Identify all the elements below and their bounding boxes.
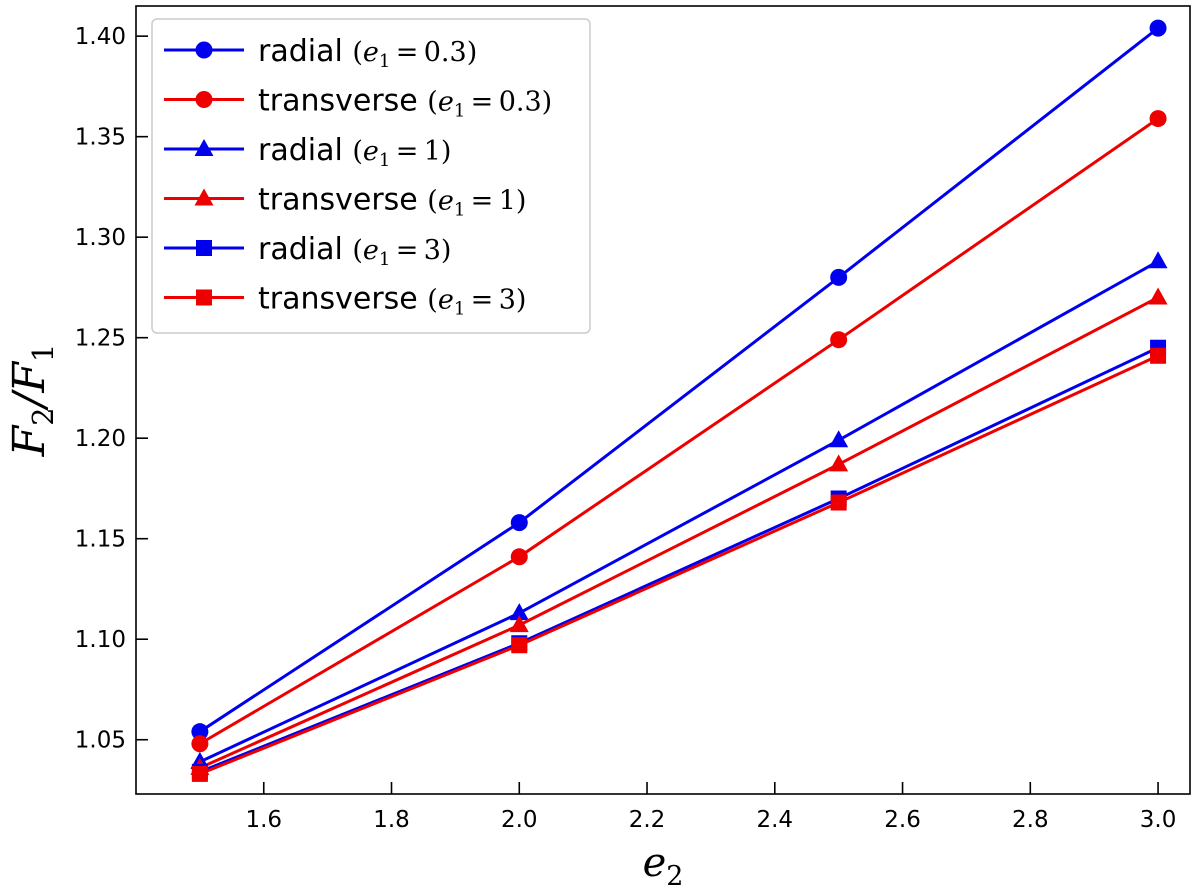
legend-series-name-0: radial — [258, 34, 352, 69]
legend-label-4: radial (e1 = 3) — [258, 232, 451, 270]
legend-marker-4 — [196, 240, 212, 256]
legend-label-5: transverse (e1 = 3) — [258, 282, 526, 320]
x-tick-label-7: 3.0 — [1140, 807, 1177, 833]
legend-marker-3 — [194, 188, 214, 206]
x-axis-label-subscript: 2 — [666, 861, 683, 888]
data-point-3-1 — [509, 615, 529, 633]
x-tick-label-3: 2.2 — [629, 807, 666, 833]
x-tick-label-5: 2.6 — [884, 807, 921, 833]
data-point-0-2 — [830, 268, 848, 286]
y-tick-label-2: 1.15 — [75, 527, 126, 553]
y-tick-label-5: 1.30 — [75, 225, 126, 251]
data-point-5-2 — [830, 494, 847, 511]
series-0 — [191, 19, 1167, 741]
data-point-1-0 — [191, 735, 209, 753]
data-point-3-3 — [1148, 287, 1168, 305]
data-point-2-1 — [509, 603, 529, 621]
legend-label-0: radial (e1 = 0.3) — [258, 34, 477, 72]
legend-entry-3: transverse (e1 = 1) — [164, 183, 526, 221]
legend-marker-1 — [195, 91, 213, 108]
data-point-5-1 — [511, 637, 528, 654]
data-point-1-1 — [510, 548, 528, 566]
data-point-1-2 — [830, 331, 848, 349]
legend-series-name-5: transverse — [258, 282, 427, 317]
series-5 — [191, 347, 1167, 782]
series-line-4 — [199, 346, 1159, 774]
x-tick-label-2: 2.0 — [501, 807, 538, 833]
y-tick-label-0: 1.05 — [75, 728, 126, 754]
x-tick-label-1: 1.8 — [373, 807, 410, 833]
data-point-0-0 — [191, 723, 209, 741]
svg-text:F2/F1: F2/F1 — [4, 344, 60, 458]
series-layer — [190, 19, 1168, 782]
y-tick-label-7: 1.40 — [75, 24, 126, 50]
legend-marker-5 — [196, 289, 212, 306]
axis-ticks: 1.6 1.8 2.0 2.2 2.4 2.6 2.8 3.0 1.05 1.10 1.15 1.20… — [75, 24, 1177, 833]
x-tick-label-4: 2.4 — [756, 807, 793, 833]
series-1 — [191, 110, 1167, 753]
legend-entry-0: radial (e1 = 0.3) — [164, 34, 477, 72]
legend-marker-2 — [194, 139, 214, 156]
legend-label-1: transverse (e1 = 0.3) — [258, 84, 552, 122]
series-line-1 — [199, 117, 1159, 746]
series-line-3 — [199, 296, 1159, 770]
legend-series-name-3: transverse — [258, 183, 427, 218]
legend-condition-4: (e1 = 3) — [352, 235, 451, 270]
legend-label-3: transverse (e1 = 1) — [258, 183, 526, 221]
legend-condition-2: (e1 = 1) — [352, 136, 451, 171]
data-point-2-2 — [829, 430, 849, 448]
legend-marker-0 — [195, 41, 213, 59]
x-axis-label: e2 — [643, 840, 684, 888]
data-point-0-1 — [510, 514, 528, 532]
y-axis-label: F2/F1 — [4, 344, 60, 458]
y-tick-label-1: 1.10 — [75, 627, 126, 653]
y-tick-label-4: 1.25 — [75, 326, 126, 352]
legend-condition-3: (e1 = 1) — [427, 186, 526, 221]
data-point-0-3 — [1149, 19, 1167, 37]
data-point-2-3 — [1148, 251, 1168, 269]
legend-series-name-2: radial — [258, 133, 352, 168]
y-tick-label-6: 1.35 — [75, 125, 126, 151]
legend-entry-4: radial (e1 = 3) — [164, 232, 451, 270]
legend-frame — [151, 18, 591, 334]
legend-condition-5: (e1 = 3) — [427, 285, 526, 320]
legend-label-2: radial (e1 = 1) — [258, 133, 451, 171]
legend-entry-2: radial (e1 = 1) — [164, 133, 451, 171]
legend-series-name-1: transverse — [258, 84, 427, 119]
legend-entry-1: transverse (e1 = 0.3) — [164, 84, 552, 122]
series-line-2 — [199, 259, 1159, 764]
series-line-5 — [199, 354, 1159, 776]
legend-series-name-4: radial — [258, 232, 352, 267]
legend-condition-0: (e1 = 0.3) — [352, 37, 477, 72]
data-point-3-2 — [829, 454, 849, 472]
data-point-5-3 — [1150, 347, 1167, 364]
data-point-1-3 — [1149, 110, 1167, 128]
series-line-0 — [199, 26, 1159, 733]
data-point-5-0 — [191, 765, 208, 782]
x-tick-label-6: 2.8 — [1012, 807, 1049, 833]
legend-condition-1: (e1 = 0.3) — [427, 87, 552, 122]
y-tick-label-3: 1.20 — [75, 426, 126, 452]
legend-entry-5: transverse (e1 = 3) — [164, 282, 526, 320]
x-tick-label-0: 1.6 — [245, 807, 282, 833]
legend: radial (e1 = 0.3)transverse (e1 = 0.3)ra… — [151, 18, 591, 334]
